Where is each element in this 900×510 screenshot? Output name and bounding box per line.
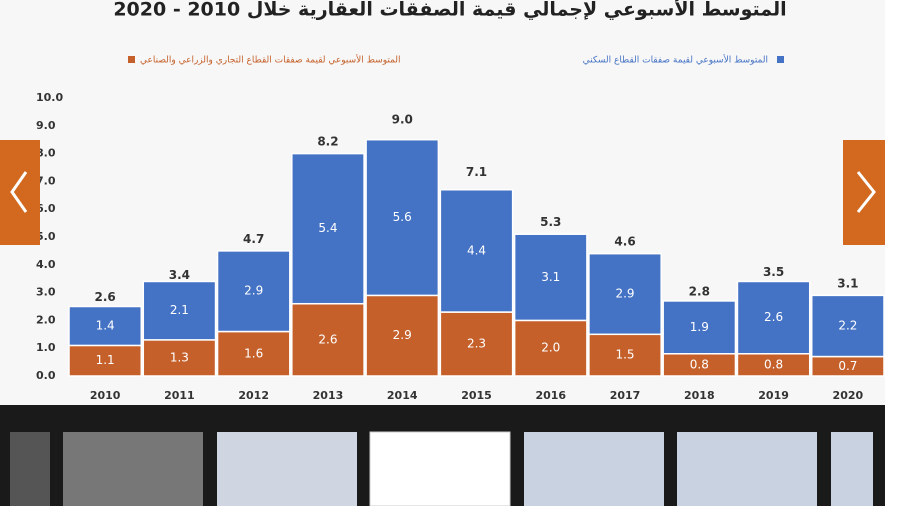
thumbnail[interactable] bbox=[10, 432, 50, 506]
bar-segment bbox=[588, 333, 662, 377]
bar-segment bbox=[439, 311, 514, 377]
data-label: 2.2 bbox=[838, 318, 857, 332]
data-label: 2.9 bbox=[615, 286, 634, 300]
data-label: 2.0 bbox=[541, 341, 560, 355]
y-tick-label: 9.0 bbox=[36, 119, 56, 132]
total-label: 3.4 bbox=[169, 268, 190, 282]
next-icon bbox=[856, 171, 876, 213]
total-label: 7.1 bbox=[466, 165, 487, 179]
x-tick-label: 2014 bbox=[387, 389, 418, 402]
data-label: 1.3 bbox=[170, 350, 189, 364]
bar-segment bbox=[68, 305, 143, 347]
bar-segment bbox=[291, 152, 365, 305]
data-label: 4.4 bbox=[467, 243, 486, 257]
data-label: 0.8 bbox=[764, 357, 783, 371]
thumbnail[interactable] bbox=[677, 432, 817, 506]
data-label: 0.7 bbox=[838, 359, 857, 373]
x-tick-label: 2015 bbox=[461, 389, 492, 402]
chart: 0.0 1.0 2.0 3.0 4.0 5.0 6.0 7.0 8.0 9.0 10.0 المتوس… bbox=[36, 54, 885, 402]
thumbnail[interactable] bbox=[217, 432, 357, 506]
y-tick-label: 1.0 bbox=[36, 341, 56, 354]
legend-swatch bbox=[128, 56, 135, 63]
bar-segment bbox=[736, 280, 811, 355]
total-label: 3.5 bbox=[763, 265, 784, 279]
x-tick-label: 2012 bbox=[238, 389, 269, 402]
y-tick-label: 6.0 bbox=[36, 202, 56, 215]
total-label: 5.3 bbox=[540, 215, 561, 229]
data-label: 2.6 bbox=[318, 332, 337, 346]
bar-segment bbox=[810, 294, 885, 358]
bar-segment bbox=[365, 138, 440, 297]
bar-segment bbox=[68, 344, 143, 377]
chart-title: المتوسط الأسبوعي لإجمالي قيمة الصفقات ال… bbox=[113, 0, 786, 21]
bar-segment bbox=[662, 300, 737, 355]
data-label: 0.8 bbox=[690, 357, 709, 371]
legend-label: المتوسط الأسبوعي لقيمة صفقات القطاع التج… bbox=[140, 54, 401, 66]
total-label: 2.8 bbox=[689, 285, 710, 299]
total-label: 9.0 bbox=[392, 112, 413, 126]
data-label: 2.9 bbox=[244, 284, 263, 298]
thumbnail[interactable] bbox=[831, 432, 873, 506]
bar-segment bbox=[439, 188, 514, 313]
data-label: 1.6 bbox=[244, 346, 263, 360]
thumbnail[interactable] bbox=[63, 432, 203, 506]
data-label: 2.3 bbox=[467, 337, 486, 351]
bar-segment bbox=[291, 302, 365, 377]
data-label: 3.1 bbox=[541, 270, 560, 284]
total-label: 8.2 bbox=[317, 135, 338, 149]
data-label: 1.1 bbox=[96, 353, 115, 367]
prev-button[interactable] bbox=[0, 140, 40, 245]
y-tick-label: 4.0 bbox=[36, 258, 56, 271]
bar-segment bbox=[513, 233, 588, 322]
next-button[interactable] bbox=[843, 140, 885, 245]
y-tick-label: 8.0 bbox=[36, 147, 56, 160]
bar-segment bbox=[513, 319, 588, 377]
x-tick-label: 2011 bbox=[164, 389, 195, 402]
total-label: 2.6 bbox=[95, 290, 116, 304]
data-label: 1.9 bbox=[690, 320, 709, 334]
legend-swatch bbox=[777, 56, 784, 63]
prev-icon bbox=[10, 171, 28, 213]
thumbnail-active[interactable] bbox=[369, 431, 511, 507]
x-tick-label: 2018 bbox=[684, 389, 715, 402]
x-tick-label: 2010 bbox=[90, 389, 121, 402]
legend-label: المتوسط الأسبوعي لقيمة صفقات القطاع السك… bbox=[583, 54, 768, 66]
data-label: 5.6 bbox=[393, 210, 412, 224]
total-label: 3.1 bbox=[837, 276, 858, 290]
x-tick-label: 2017 bbox=[610, 389, 641, 402]
bar-segment bbox=[365, 294, 440, 377]
y-tick-label: 5.0 bbox=[36, 230, 56, 243]
total-label: 4.6 bbox=[614, 235, 635, 249]
data-label: 2.1 bbox=[170, 303, 189, 317]
y-tick-label: 0.0 bbox=[36, 369, 56, 382]
bar-segment bbox=[216, 250, 291, 333]
x-tick-label: 2013 bbox=[313, 389, 344, 402]
y-tick-label: 7.0 bbox=[36, 174, 56, 187]
data-label: 2.9 bbox=[393, 328, 412, 342]
y-tick-label: 10.0 bbox=[36, 91, 63, 104]
y-tick-label: 2.0 bbox=[36, 313, 56, 326]
data-label: 5.4 bbox=[318, 221, 337, 235]
data-label: 1.5 bbox=[615, 348, 634, 362]
y-tick-label: 3.0 bbox=[36, 286, 56, 299]
bar-segment bbox=[588, 252, 662, 336]
bar-segment bbox=[142, 280, 217, 341]
bar-segment bbox=[216, 330, 291, 377]
x-tick-label: 2019 bbox=[758, 389, 789, 402]
total-label: 4.7 bbox=[243, 232, 264, 246]
x-tick-label: 2020 bbox=[833, 389, 864, 402]
data-label: 1.4 bbox=[96, 318, 115, 332]
thumbnail[interactable] bbox=[524, 432, 664, 506]
x-tick-label: 2016 bbox=[535, 389, 566, 402]
data-label: 2.6 bbox=[764, 310, 783, 324]
